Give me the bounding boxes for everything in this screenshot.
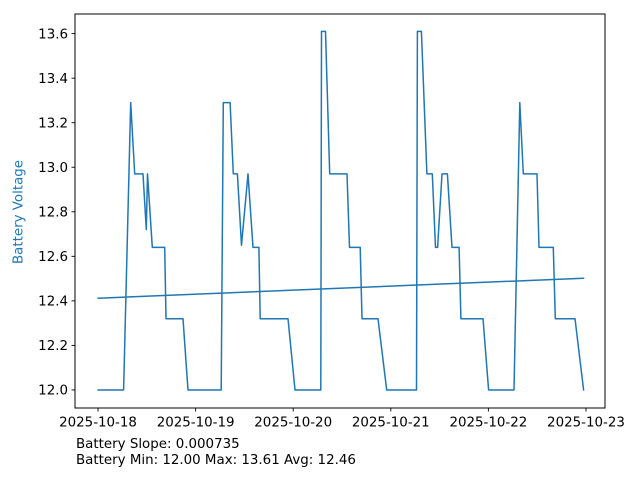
chart-footer-annotations: Battery Slope: 0.000735 Battery Min: 12.…	[76, 437, 356, 468]
battery-trend-line	[97, 277, 585, 299]
y-tick-label: 12.0	[38, 384, 68, 399]
y-axis-label: Battery Voltage	[11, 159, 27, 265]
y-tick-label: 12.4	[38, 295, 68, 310]
y-tick-label: 13.6	[38, 27, 68, 42]
plot-border	[74, 13, 606, 409]
x-tick-label: 2025-10-18	[59, 416, 137, 431]
x-tick-label: 2025-10-21	[352, 416, 430, 431]
x-tick-label: 2025-10-19	[157, 416, 235, 431]
y-tick-label: 12.2	[38, 339, 68, 354]
y-tick-label: 13.4	[38, 72, 68, 87]
y-tick-label: 12.6	[38, 250, 68, 265]
y-tick-label: 12.8	[38, 205, 68, 220]
x-tick-label: 2025-10-20	[254, 416, 332, 431]
battery-stats-text: Battery Min: 12.00 Max: 13.61 Avg: 12.46	[76, 452, 356, 468]
y-tick-label: 13.2	[38, 116, 68, 131]
x-tick-label: 2025-10-23	[547, 416, 625, 431]
y-tick-label: 13.0	[38, 161, 68, 176]
x-tick-label: 2025-10-22	[449, 416, 527, 431]
battery-voltage-line	[97, 30, 585, 391]
battery-slope-text: Battery Slope: 0.000735	[76, 437, 240, 452]
